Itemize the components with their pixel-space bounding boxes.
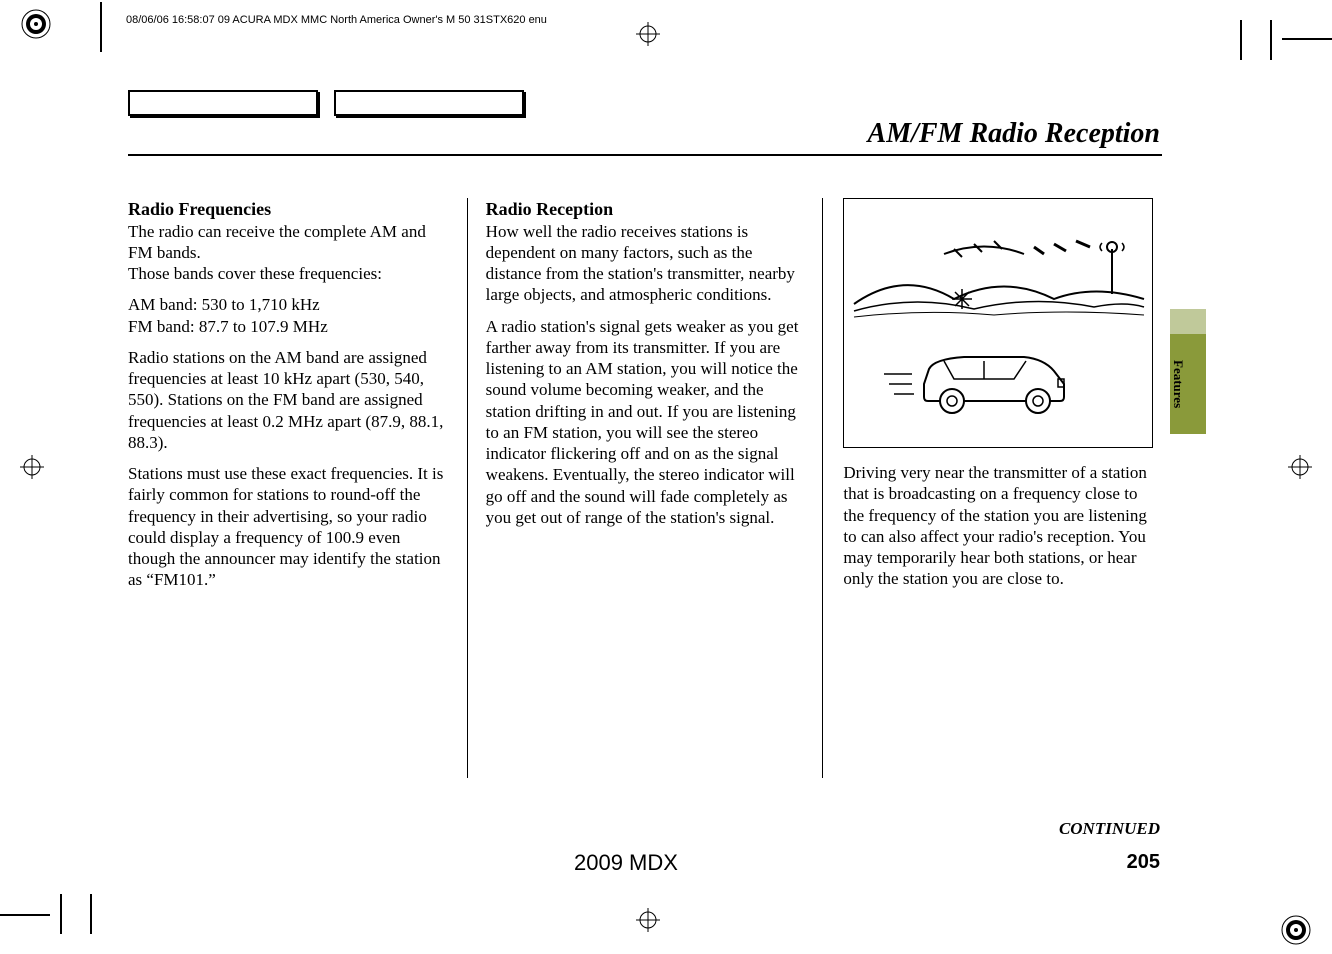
crosshair-icon — [20, 455, 44, 479]
nav-box[interactable] — [128, 90, 318, 116]
body-text: Radio stations on the AM band are assign… — [128, 347, 447, 453]
navigation-boxes — [128, 90, 524, 116]
manual-page: 08/06/06 16:58:07 09 ACURA MDX MMC North… — [0, 0, 1332, 954]
col1-heading: Radio Frequencies — [128, 198, 447, 221]
crop-mark-icon — [1282, 38, 1332, 40]
radio-reception-illustration — [843, 198, 1153, 448]
body-text: The radio can receive the complete AM an… — [128, 221, 447, 264]
column-2: Radio Reception How well the radio recei… — [467, 198, 824, 778]
nav-box[interactable] — [334, 90, 524, 116]
crop-mark-icon — [1270, 20, 1272, 60]
crop-mark-icon — [1240, 20, 1242, 60]
body-text: AM band: 530 to 1,710 kHz — [128, 294, 447, 315]
crosshair-icon — [1288, 455, 1312, 479]
crosshair-icon — [636, 908, 660, 932]
crop-mark-icon — [90, 894, 92, 934]
header-metadata: 08/06/06 16:58:07 09 ACURA MDX MMC North… — [126, 14, 547, 26]
registration-mark-icon — [20, 8, 52, 40]
page-number: 205 — [1127, 851, 1160, 874]
content-columns: Radio Frequencies The radio can receive … — [128, 198, 1162, 778]
body-text: FM band: 87.7 to 107.9 MHz — [128, 316, 447, 337]
body-text: A radio station's signal gets weaker as … — [486, 316, 805, 529]
section-tab-label: Features — [1170, 360, 1186, 408]
crop-mark-icon — [100, 2, 102, 52]
col2-heading: Radio Reception — [486, 198, 805, 221]
page-title: AM/FM Radio Reception — [868, 118, 1160, 150]
column-1: Radio Frequencies The radio can receive … — [128, 198, 467, 778]
footer-model: 2009 MDX — [574, 850, 678, 876]
body-text: How well the radio receives stations is … — [486, 221, 805, 306]
body-text: Those bands cover these frequencies: — [128, 263, 447, 284]
column-3: Driving very near the transmitter of a s… — [823, 198, 1162, 778]
crop-mark-icon — [60, 894, 62, 934]
crop-mark-icon — [0, 914, 50, 916]
body-text: Driving very near the transmitter of a s… — [843, 462, 1162, 590]
crosshair-icon — [636, 22, 660, 46]
continued-label: CONTINUED — [1059, 819, 1160, 839]
title-rule — [128, 154, 1162, 156]
registration-mark-icon — [1280, 914, 1312, 946]
body-text: Stations must use these exact frequencie… — [128, 463, 447, 591]
